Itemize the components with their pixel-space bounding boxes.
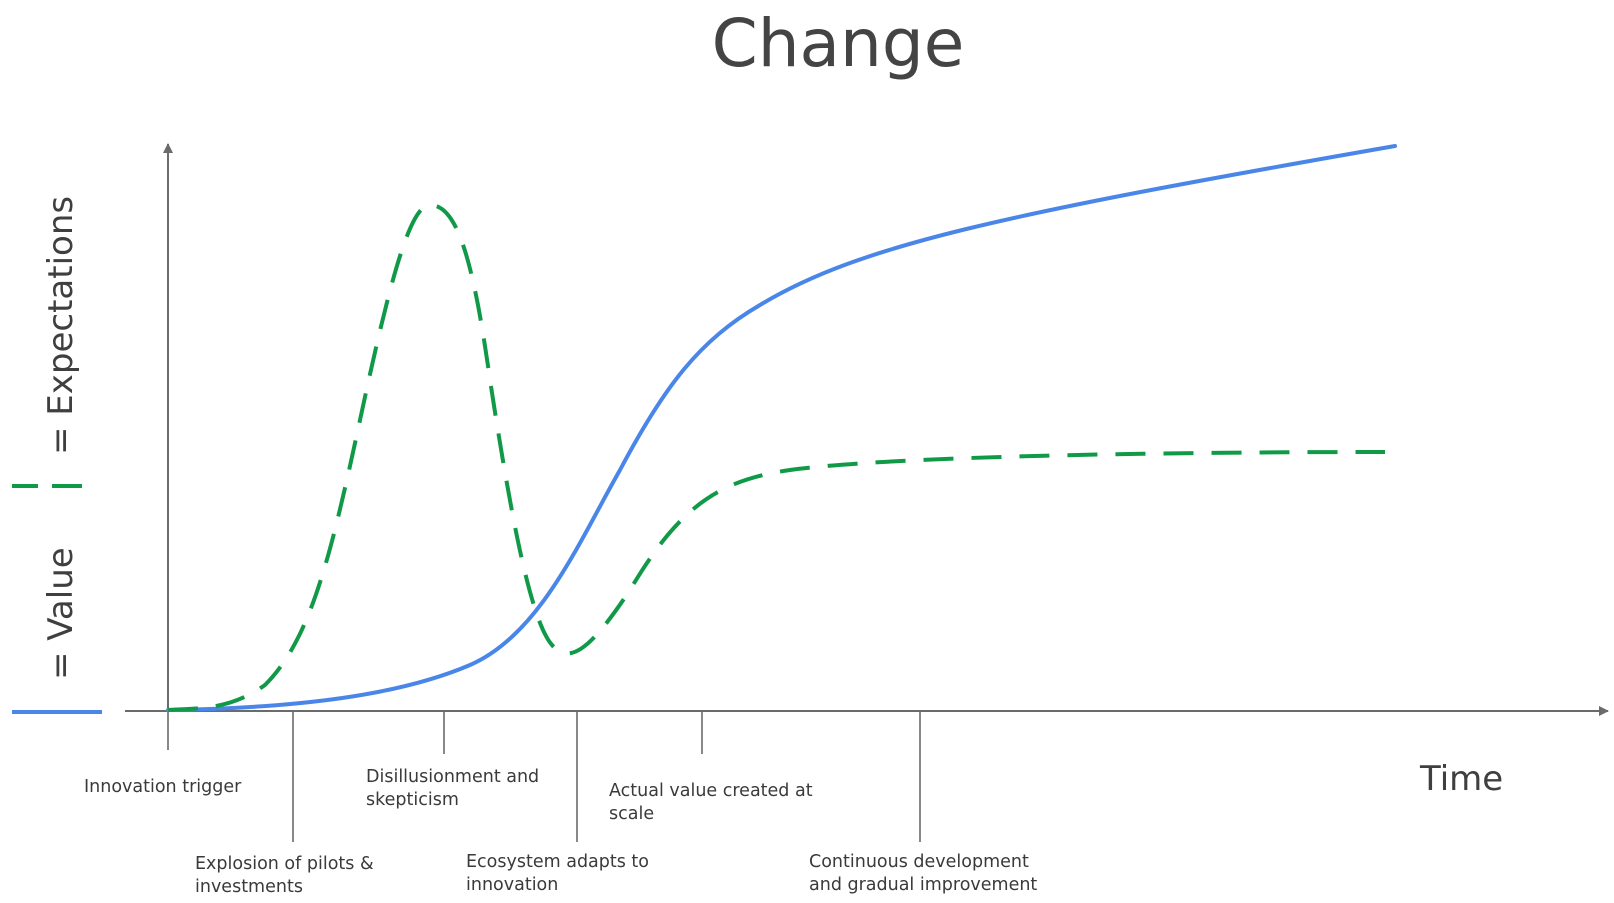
stage-label-innovation-trigger: Innovation trigger: [84, 777, 242, 797]
stage-label-continuous: Continuous development and gradual impro…: [809, 852, 1037, 895]
stage-label-actual-value: Actual value created at scale: [609, 781, 818, 824]
legend-expectations-label: = Expectations: [41, 196, 81, 455]
value-curve: [166, 144, 1397, 712]
expectations-curve: [167, 202, 1386, 712]
stage-label-explosion: Explosion of pilots & investments: [195, 854, 379, 897]
x-axis-label: Time: [1419, 759, 1503, 799]
legend-value-label: = Value: [41, 547, 81, 680]
stage-label-ecosystem: Ecosystem adapts to innovation: [466, 852, 655, 895]
stage-label-disillusionment: Disillusionment and skepticism: [366, 767, 545, 810]
diagram-title: Change: [712, 5, 965, 82]
